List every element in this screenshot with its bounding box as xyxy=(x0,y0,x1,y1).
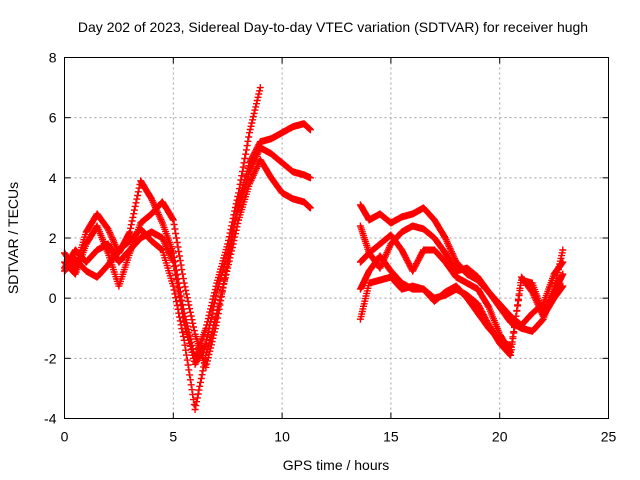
y-tick-label: -2 xyxy=(44,350,57,366)
y-axis-label: SDTVAR / TECUs xyxy=(5,182,21,294)
x-tick-label: 0 xyxy=(61,429,69,445)
x-axis-label: GPS time / hours xyxy=(283,457,390,473)
y-tick-label: 0 xyxy=(49,290,57,306)
series-track-9 xyxy=(356,273,515,350)
x-tick-label: 15 xyxy=(383,429,399,445)
y-tick-labels: -4 -2 0 2 4 6 8 xyxy=(44,50,57,427)
grid-lines xyxy=(64,57,609,419)
x-tick-label: 10 xyxy=(274,429,290,445)
axis-ticks xyxy=(64,57,609,419)
y-tick-label: 2 xyxy=(49,230,57,246)
x-tick-label: 25 xyxy=(601,429,617,445)
point-markers xyxy=(356,273,515,350)
x-tick-labels: 0 5 10 15 20 25 xyxy=(61,429,617,445)
x-tick-label: 20 xyxy=(492,429,508,445)
y-tick-label: -4 xyxy=(44,411,57,427)
x-tick-label: 5 xyxy=(169,429,177,445)
y-tick-label: 6 xyxy=(49,110,57,126)
chart-title: Day 202 of 2023, Sidereal Day-to-day VTE… xyxy=(78,19,588,35)
y-tick-label: 4 xyxy=(49,170,57,186)
y-tick-label: 8 xyxy=(49,50,57,66)
